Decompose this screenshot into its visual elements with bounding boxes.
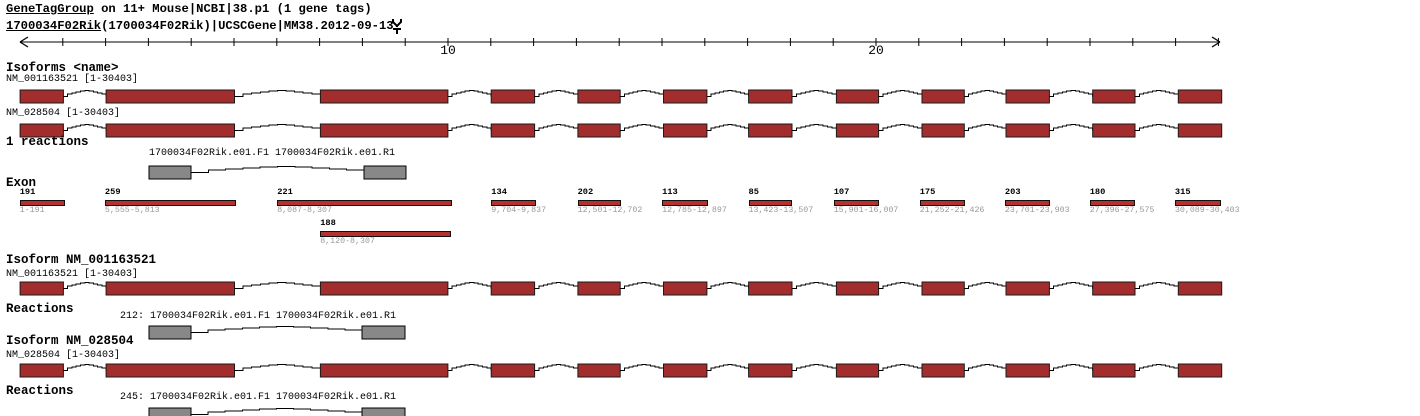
svg-text:10: 10 — [440, 43, 456, 58]
svg-text:20: 20 — [868, 43, 884, 58]
